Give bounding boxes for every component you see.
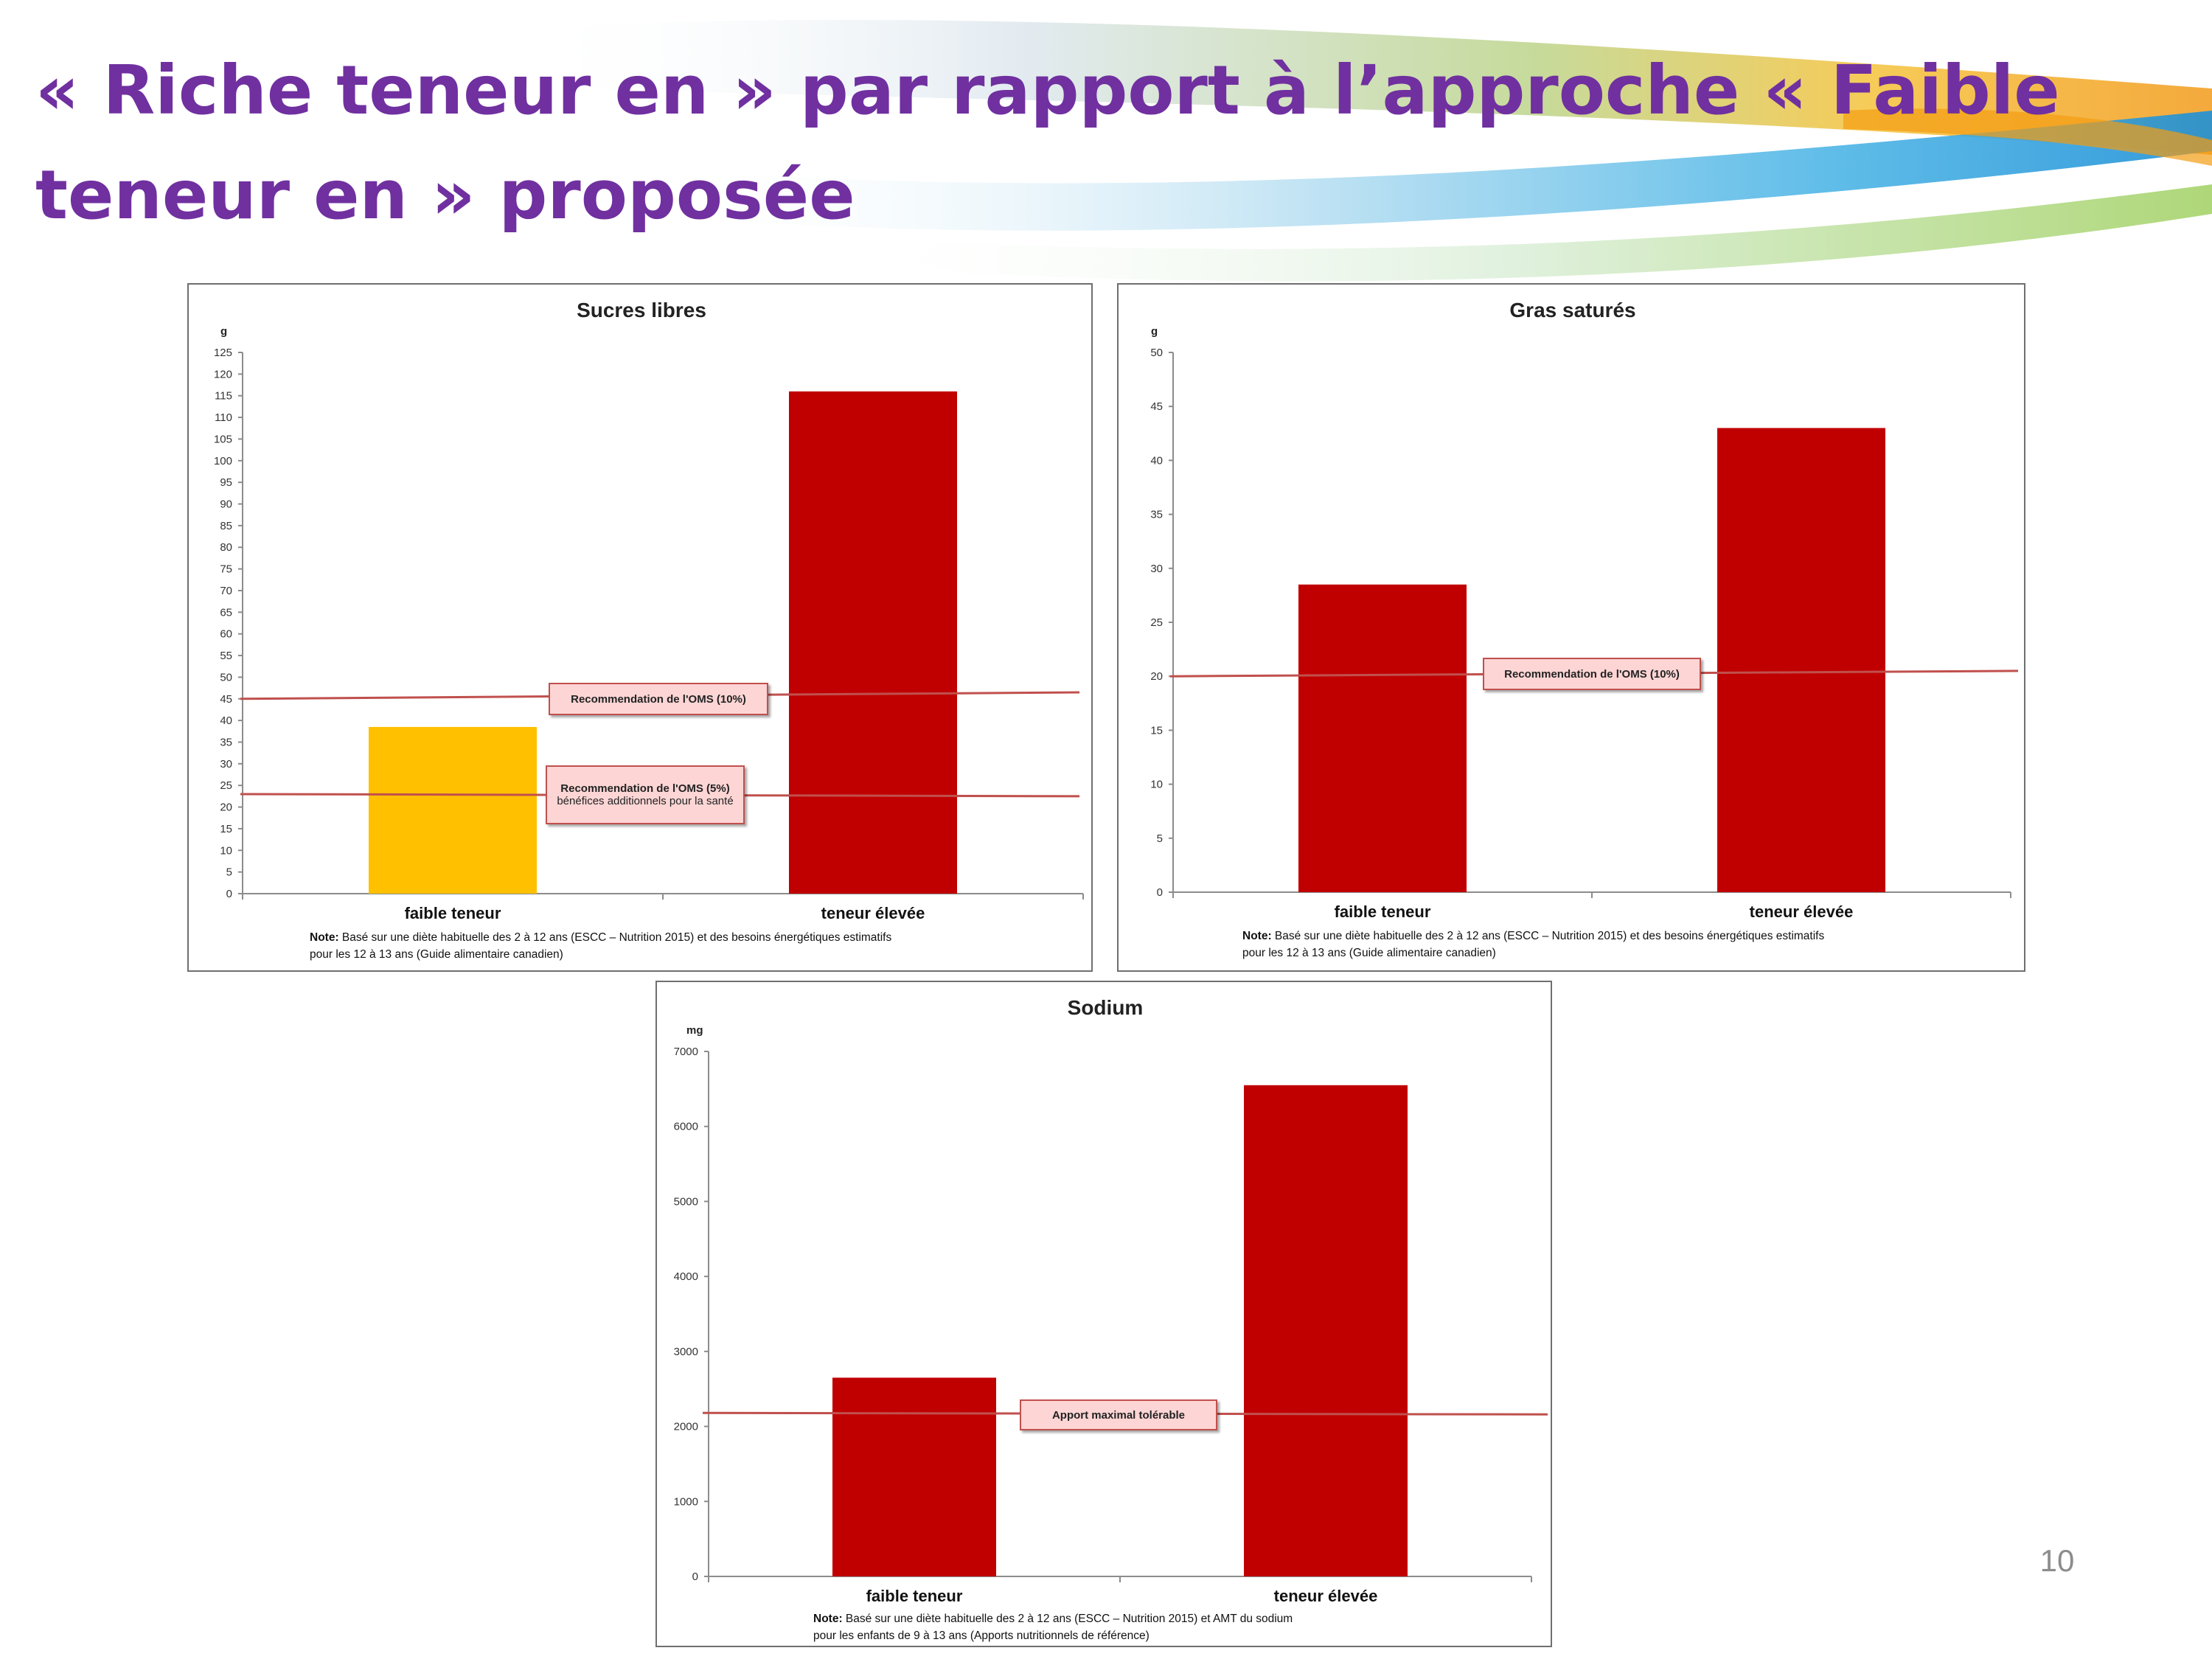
slide-title: « Riche teneur en » par rapport à l’appr… (35, 51, 2060, 234)
y-tick-label: 55 (220, 650, 232, 662)
y-tick-label: 45 (1150, 400, 1163, 413)
callout-label: Recommendation de l'OMS (10%) (1504, 667, 1680, 681)
chart-note: Note: Basé sur une diète habituelle des … (813, 1610, 1293, 1644)
callout-label: Apport maximal tolérable (1051, 1408, 1186, 1422)
category-label: teneur élevée (821, 904, 925, 922)
note-label: Note: (310, 931, 339, 944)
y-tick-label: 90 (220, 498, 232, 511)
chart-title: Gras saturés (1509, 299, 1635, 321)
y-tick-label: 1000 (674, 1495, 698, 1508)
category-label: faible teneur (405, 904, 501, 922)
bar-teneur-elevee (1717, 428, 1885, 892)
y-tick-label: 20 (1150, 670, 1163, 683)
note-text-line2: pour les 12 à 13 ans (Guide alimentaire … (310, 948, 563, 961)
decorative-swoosh-banner (516, 20, 2212, 282)
y-tick-label: 95 (220, 476, 232, 489)
y-tick-label: 80 (220, 541, 232, 554)
y-tick-label: 40 (1150, 454, 1163, 467)
y-tick-label: 125 (214, 347, 232, 359)
reference-line-callout: Apport maximal tolérable (1020, 1399, 1217, 1430)
y-tick-label: 30 (1150, 563, 1163, 575)
y-tick-label: 25 (1150, 616, 1163, 629)
y-tick-label: 70 (220, 585, 232, 597)
y-tick-label: 50 (1150, 347, 1163, 359)
chart-gras-satures-plot: Gras saturés g 0 5 10 15 20 25 30 35 40 45 50 faible … (1150, 299, 2019, 921)
bar-faible-teneur (1298, 584, 1467, 892)
y-tick-label: 100 (214, 455, 232, 467)
y-tick-label: 6000 (674, 1121, 698, 1133)
y-tick-label: 15 (1150, 724, 1163, 737)
y-tick-label: 50 (220, 671, 232, 684)
y-tick-label: 115 (215, 390, 232, 403)
y-tick-label: 5 (226, 866, 232, 879)
y-tick-label: 0 (1157, 886, 1163, 899)
note-label: Note: (1242, 930, 1272, 942)
note-text: Basé sur une diète habituelle des 2 à 12… (341, 931, 892, 944)
y-tick-label: 5000 (674, 1195, 698, 1208)
y-tick-label: 105 (214, 433, 232, 445)
note-text: Basé sur une diète habituelle des 2 à 12… (1274, 930, 1825, 942)
y-tick-label: 75 (220, 563, 232, 576)
note-label: Note: (813, 1613, 843, 1625)
y-tick-label: 0 (226, 888, 232, 900)
note-text-line2: pour les enfants de 9 à 13 ans (Apports … (813, 1630, 1150, 1642)
y-tick-label: 25 (220, 779, 232, 792)
chart-sucres-libres: Sucres libres g 0 5 10 15 20 25 30 35 40 45 50 55 60 65… (187, 283, 1093, 972)
reference-line-callout: Recommendation de l'OMS (5%) bénéfices ad… (546, 765, 745, 824)
y-tick-label: 10 (220, 844, 232, 857)
y-tick-label: 4000 (674, 1270, 698, 1283)
chart-sodium: Sodium mg 0 1000 2000 3000 4000 5000 6000 7000 fai… (655, 981, 1552, 1647)
chart-note: Note: Basé sur une diète habituelle des … (310, 929, 891, 963)
callout-label: Recommendation de l'OMS (10%) (571, 692, 746, 706)
category-label: teneur élevée (1750, 902, 1854, 921)
chart-sucres-libres-plot: Sucres libres g 0 5 10 15 20 25 30 35 40 45 50 55 60 65… (214, 299, 1084, 922)
y-tick-label: 65 (220, 606, 232, 619)
callout-sublabel: bénéfices additionnels pour la santé (557, 795, 734, 807)
y-tick-label: 60 (220, 628, 232, 641)
y-tick-label: 35 (220, 736, 232, 748)
reference-line-callout: Recommendation de l'OMS (10%) (1483, 658, 1701, 690)
chart-gras-satures: Gras saturés g 0 5 10 15 20 25 30 35 40 45 50 faible … (1117, 283, 2025, 972)
category-label: faible teneur (866, 1587, 963, 1605)
y-tick-label: 30 (220, 758, 232, 771)
y-tick-label: 45 (220, 693, 232, 706)
callout-label: Recommendation de l'OMS (5%) (560, 782, 730, 795)
y-tick-label: 110 (215, 411, 232, 424)
category-label: faible teneur (1335, 902, 1431, 921)
chart-title: Sodium (1068, 996, 1144, 1019)
y-tick-label: 5 (1157, 832, 1163, 845)
chart-note: Note: Basé sur une diète habituelle des … (1242, 928, 1824, 961)
category-label: teneur élevée (1274, 1587, 1378, 1605)
y-tick-label: 40 (220, 714, 232, 727)
y-tick-label: 35 (1150, 509, 1163, 521)
y-axis-unit: g (220, 325, 227, 338)
y-axis-unit: g (1151, 325, 1158, 338)
bar-teneur-elevee (1244, 1085, 1408, 1576)
y-tick-label: 15 (220, 823, 232, 835)
chart-sodium-plot: Sodium mg 0 1000 2000 3000 4000 5000 6000 7000 fai… (674, 996, 1548, 1605)
note-text: Basé sur une diète habituelle des 2 à 12… (845, 1613, 1293, 1625)
page-number: 10 (2039, 1543, 2075, 1578)
bar-teneur-elevee (789, 391, 957, 894)
y-tick-label: 10 (1150, 779, 1163, 791)
y-tick-label: 2000 (674, 1421, 698, 1433)
chart-title: Sucres libres (577, 299, 706, 321)
y-tick-label: 3000 (674, 1346, 698, 1358)
y-tick-label: 7000 (674, 1046, 698, 1058)
y-tick-label: 85 (220, 520, 232, 532)
y-tick-label: 20 (220, 801, 232, 814)
bar-faible-teneur (832, 1377, 996, 1576)
note-text-line2: pour les 12 à 13 ans (Guide alimentaire … (1242, 947, 1496, 959)
reference-line-callout: Recommendation de l'OMS (10%) (549, 683, 768, 715)
y-axis-unit: mg (686, 1024, 703, 1037)
y-tick-label: 0 (692, 1571, 698, 1583)
y-tick-label: 120 (214, 368, 232, 380)
bar-faible-teneur (369, 726, 537, 894)
